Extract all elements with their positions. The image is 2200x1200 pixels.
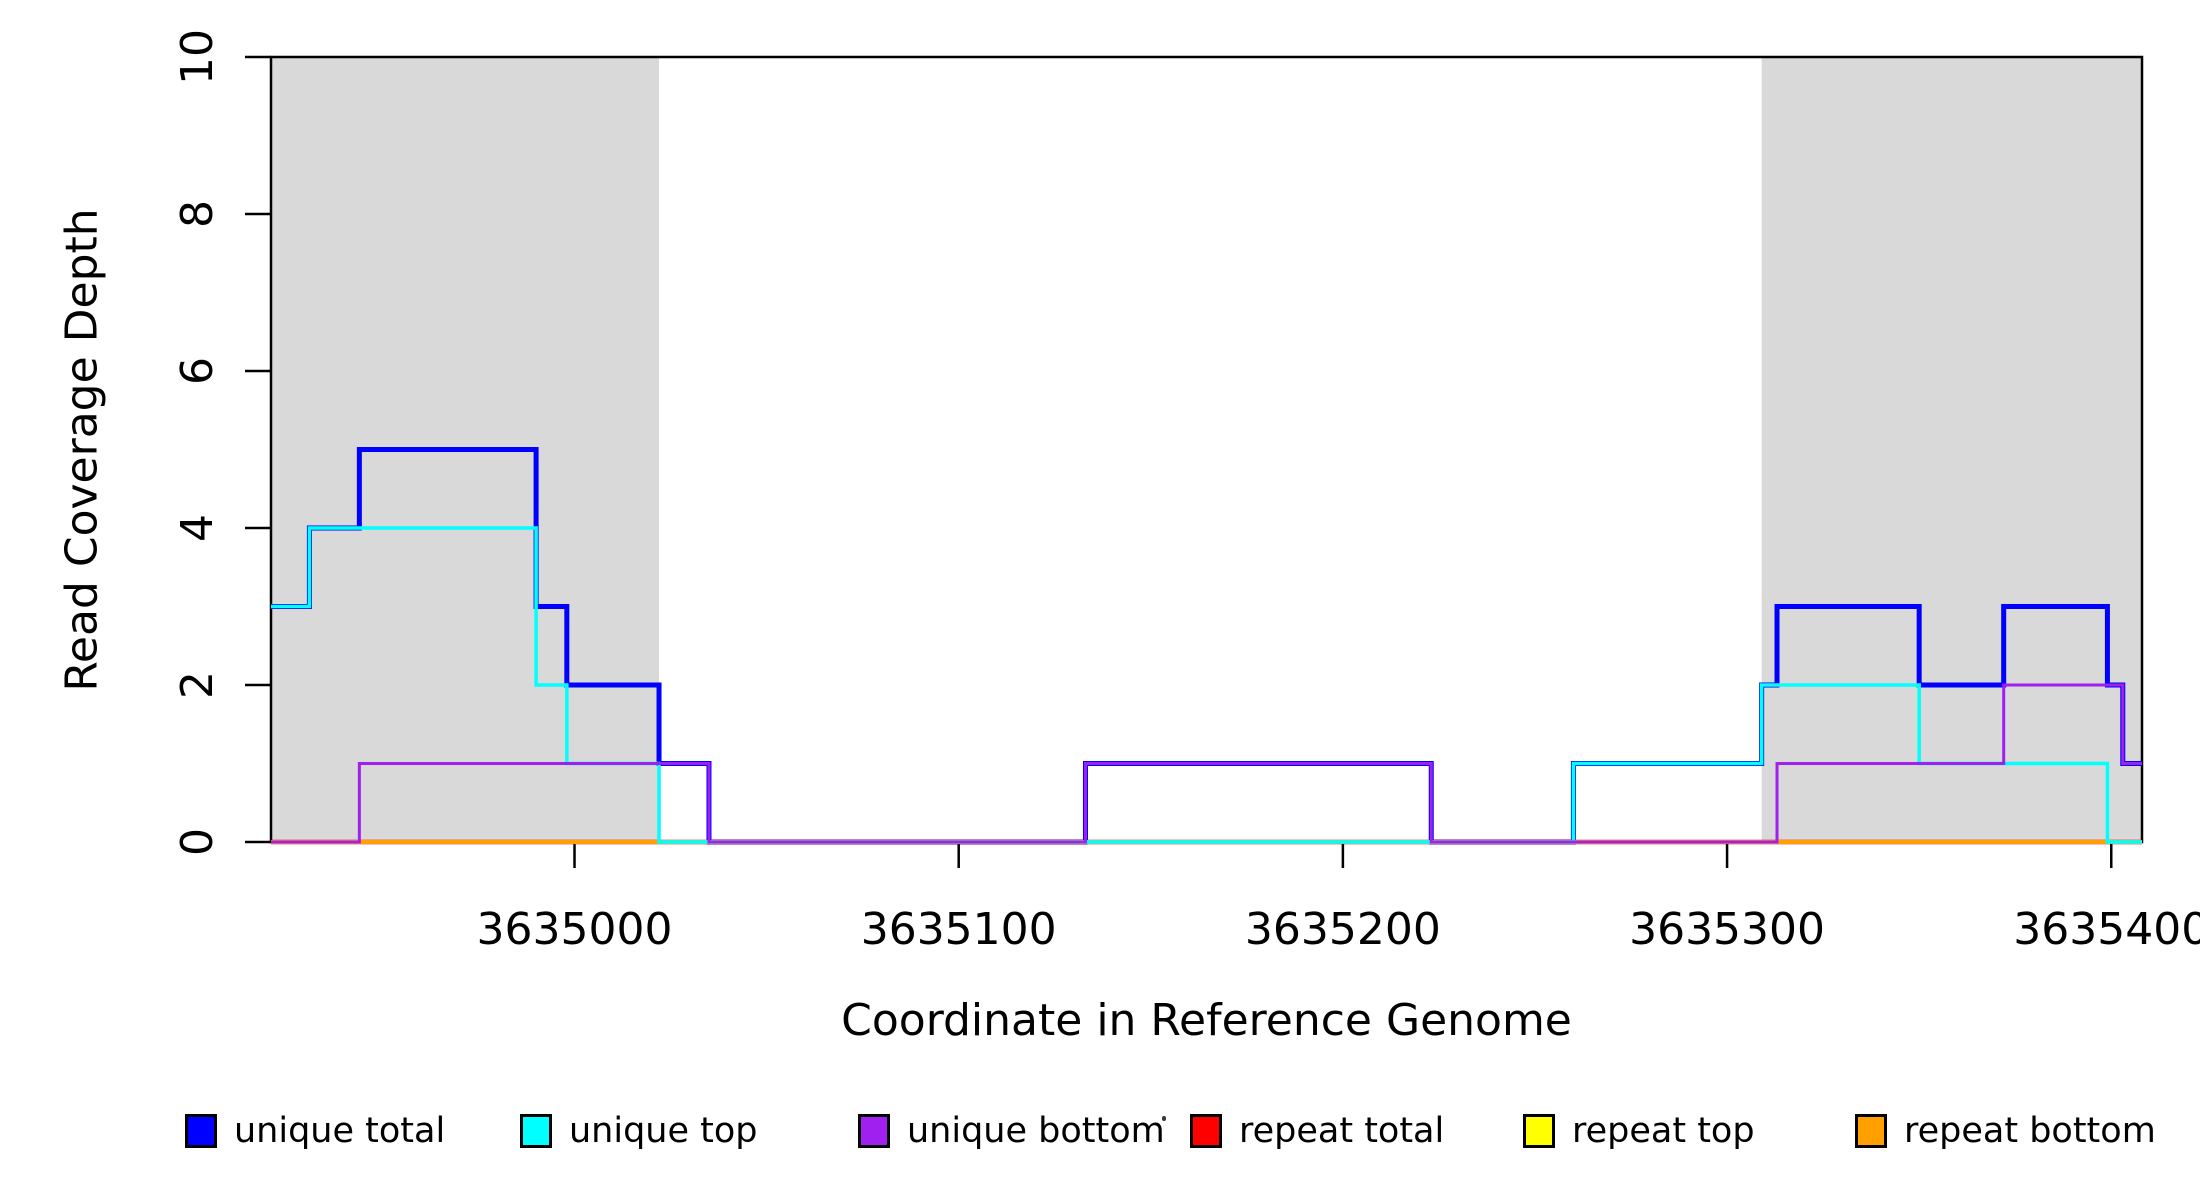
x-tick-label: 3635400 [2013, 904, 2200, 955]
x-tick-label: 3635100 [861, 904, 1057, 955]
legend: unique total unique top unique bottom repea… [0, 1100, 2200, 1170]
legend-swatch-repeat-total [1190, 1114, 1222, 1148]
y-axis-title: Read Coverage Depth [56, 208, 108, 692]
legend-item-unique-top: unique top [520, 1108, 758, 1154]
legend-swatch-repeat-bottom [1855, 1114, 1887, 1148]
y-tick-label: 2 [172, 671, 223, 699]
legend-item-unique-bottom: unique bottom [858, 1108, 1165, 1154]
legend-label-repeat-top: repeat top [1572, 1111, 1755, 1151]
x-tick-label: 3635000 [477, 904, 673, 955]
legend-item-repeat-bottom: repeat bottom [1855, 1108, 2156, 1154]
legend-swatch-repeat-top [1523, 1114, 1555, 1148]
legend-swatch-unique-total [185, 1114, 217, 1148]
legend-item-repeat-total: repeat total [1190, 1108, 1444, 1154]
y-tick-label: 6 [172, 357, 223, 385]
legend-swatch-unique-top [520, 1114, 552, 1148]
series-line-unique-bottom [271, 683, 2142, 844]
legend-item-unique-total: unique total [185, 1108, 445, 1154]
y-tick-label: 4 [172, 514, 223, 542]
x-axis-title: Coordinate in Reference Genome [841, 995, 1572, 1046]
x-tick-label: 3635300 [1629, 904, 1825, 955]
coverage-plot-svg: 3635000 3635100 3635200 3635300 3635400 0 2 4 6 8… [172, 29, 2200, 955]
legend-label-repeat-bottom: repeat bottom [1904, 1111, 2156, 1151]
y-tick-label: 0 [172, 828, 223, 856]
y-tick-label: 10 [172, 29, 223, 85]
legend-label-unique-total: unique total [234, 1111, 446, 1151]
x-tick-label: 3635200 [1245, 904, 1441, 955]
stray-dot-artifact [1162, 1116, 1166, 1121]
legend-label-unique-top: unique top [569, 1111, 758, 1151]
legend-swatch-unique-bottom [858, 1114, 890, 1148]
legend-label-unique-bottom: unique bottom [907, 1111, 1165, 1151]
shaded-region [1761, 57, 2142, 842]
legend-label-repeat-total: repeat total [1239, 1111, 1445, 1151]
legend-item-repeat-top: repeat top [1523, 1108, 1755, 1154]
y-tick-label: 8 [172, 200, 223, 228]
